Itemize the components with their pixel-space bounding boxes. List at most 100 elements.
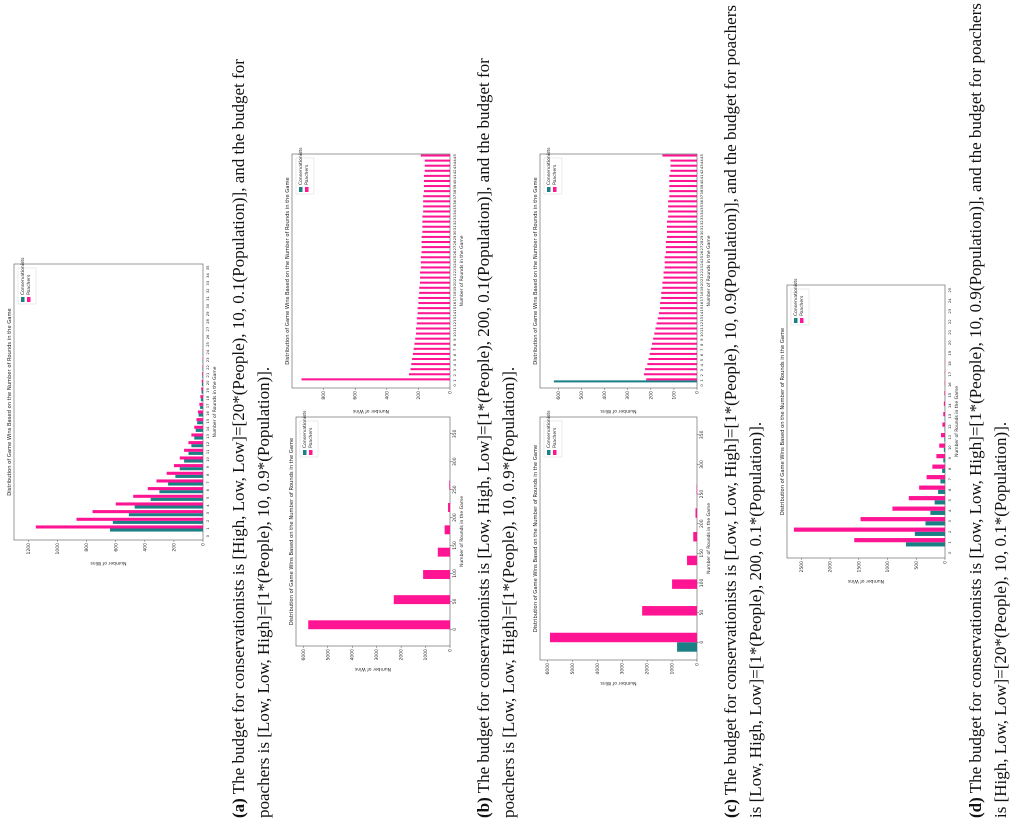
y-tick-label: 2500	[799, 561, 805, 573]
bar	[687, 555, 697, 566]
x-tick-label: 23	[947, 308, 952, 313]
bar	[423, 179, 450, 182]
x-tick-label: 8	[452, 343, 457, 346]
bar	[166, 471, 203, 475]
bar	[663, 271, 697, 274]
bar	[156, 479, 204, 483]
x-tick-label: 0	[699, 641, 705, 644]
legend-label: Conservationists	[302, 410, 308, 448]
legend-swatch	[299, 187, 303, 192]
x-tick-label: 12	[699, 321, 704, 326]
x-tick-label: 10	[205, 457, 210, 462]
x-tick-label: 19	[205, 388, 210, 393]
x-tick-label: 41	[699, 174, 704, 179]
x-tick-label: 2	[205, 519, 210, 522]
x-tick-label: 24	[452, 260, 457, 265]
x-tick-label: 16	[205, 411, 210, 416]
bar	[943, 447, 945, 452]
bar	[665, 251, 697, 254]
y-tick-label: 2000	[645, 663, 651, 675]
x-tick-label: 25	[452, 255, 457, 260]
x-tick-label: 13	[947, 413, 952, 418]
bar	[660, 302, 698, 305]
bar	[448, 503, 450, 512]
bar	[422, 220, 451, 223]
bar	[854, 538, 945, 543]
bar	[115, 502, 203, 506]
bar	[665, 240, 697, 244]
x-tick-label: 1	[699, 379, 704, 382]
x-tick-label: 6	[205, 488, 210, 491]
bar	[35, 525, 203, 529]
bar	[421, 246, 450, 249]
bar	[421, 251, 450, 254]
bar	[793, 527, 945, 532]
caption-text: The budget for conservationists is [Low,…	[966, 3, 1010, 818]
x-tick-label: 12	[452, 321, 457, 326]
legend-label: Conservationists	[298, 147, 304, 185]
bar	[437, 547, 450, 557]
x-tick-label: 33	[699, 215, 704, 220]
x-tick-label: 14	[699, 311, 704, 316]
x-tick-label: 28	[452, 240, 457, 245]
x-tick-label: 11	[205, 449, 210, 454]
bar	[420, 261, 450, 264]
bar	[695, 508, 697, 518]
x-tick-label: 200	[699, 519, 705, 528]
bar	[92, 510, 203, 514]
x-tick-label: 17	[452, 296, 457, 301]
x-tick-label: 0	[947, 551, 952, 554]
x-tick-label: 200	[452, 513, 458, 522]
bar	[677, 642, 697, 652]
legend-swatch	[800, 318, 804, 323]
legend-swatch	[547, 450, 551, 455]
plot-frame	[786, 284, 946, 559]
y-axis-label: Number of Wins	[354, 666, 391, 672]
bar	[201, 382, 204, 386]
bar	[423, 210, 451, 213]
bar	[413, 347, 451, 350]
legend-swatch	[21, 297, 25, 302]
bar	[134, 505, 204, 509]
bar	[421, 235, 450, 238]
bar	[112, 520, 203, 524]
bar	[188, 441, 203, 445]
caption-label: (b)	[474, 797, 493, 818]
x-tick-label: 14	[205, 426, 210, 431]
bar	[423, 195, 451, 198]
x-tick-label: 9	[452, 338, 457, 341]
bar	[202, 372, 203, 376]
bar	[173, 464, 204, 468]
bar	[416, 317, 451, 320]
x-tick-label: 9	[205, 465, 210, 468]
bar	[202, 367, 203, 371]
bar	[649, 352, 698, 355]
bar	[200, 405, 203, 409]
bar	[654, 332, 697, 335]
bar	[422, 215, 451, 218]
x-tick-label: 34	[452, 210, 457, 215]
x-tick-label: 14	[947, 403, 952, 408]
legend-box	[790, 288, 810, 326]
bar	[196, 418, 203, 422]
bar	[179, 456, 204, 460]
bar	[664, 256, 697, 259]
x-tick-label: 35	[205, 265, 210, 270]
bar	[422, 230, 451, 233]
x-tick-label: 13	[205, 434, 210, 439]
plot-frame	[539, 416, 698, 661]
x-tick-label: 7	[452, 348, 457, 351]
bar	[420, 266, 450, 269]
x-tick-label: 24	[699, 260, 704, 265]
x-tick-label: 100	[452, 569, 458, 578]
x-tick-label: 44	[699, 159, 704, 164]
bar	[942, 468, 945, 473]
bar	[197, 410, 204, 414]
y-tick-label: 0	[943, 561, 949, 564]
x-axis-label: Number of Rounds in the Game	[706, 503, 712, 574]
bar	[651, 342, 698, 345]
bar	[662, 154, 698, 157]
x-tick-label: 43	[452, 164, 457, 169]
y-tick-label: 100	[671, 391, 677, 400]
bar	[421, 240, 450, 244]
